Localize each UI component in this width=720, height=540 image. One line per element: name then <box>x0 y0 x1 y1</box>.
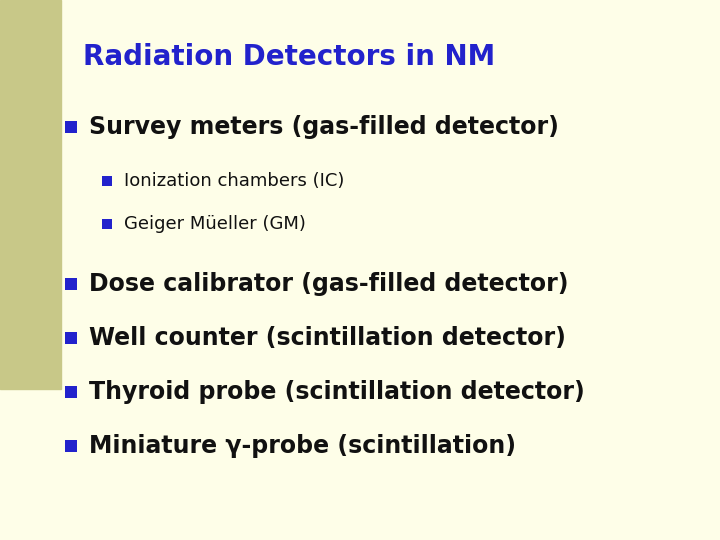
Text: Dose calibrator (gas-filled detector): Dose calibrator (gas-filled detector) <box>89 272 568 295</box>
Text: Well counter (scintillation detector): Well counter (scintillation detector) <box>89 326 565 349</box>
Bar <box>0 0 61 389</box>
Text: Thyroid probe (scintillation detector): Thyroid probe (scintillation detector) <box>89 380 585 403</box>
Text: Ionization chambers (IC): Ionization chambers (IC) <box>124 172 344 190</box>
Text: Geiger Müeller (GM): Geiger Müeller (GM) <box>124 215 306 233</box>
Text: Radiation Detectors in NM: Radiation Detectors in NM <box>83 43 495 71</box>
Text: Miniature γ-probe (scintillation): Miniature γ-probe (scintillation) <box>89 434 516 457</box>
Text: Survey meters (gas-filled detector): Survey meters (gas-filled detector) <box>89 115 559 139</box>
